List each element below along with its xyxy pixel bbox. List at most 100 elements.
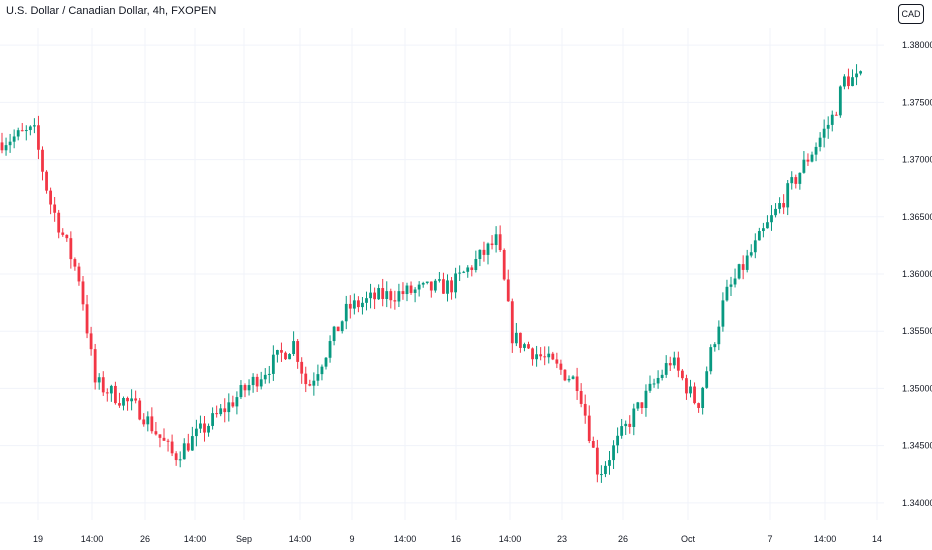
price-tick-label: 1.36500 [902, 212, 932, 222]
candle-up [802, 159, 806, 173]
time-tick-label: 14 [872, 534, 882, 544]
price-axis[interactable]: 1.34000 1.34500 1.35000 1.35500 1.36000 1.365… [902, 40, 932, 508]
candle-up [466, 267, 470, 272]
candle-up [478, 249, 482, 259]
candle-up [312, 380, 316, 386]
candle-up [689, 386, 692, 394]
candle-up [195, 428, 198, 437]
candle-up [826, 124, 830, 129]
candle-up [24, 130, 28, 132]
candle-down [482, 249, 486, 255]
candle-down [49, 190, 52, 205]
candle-down [174, 453, 178, 461]
candle-down [510, 301, 514, 344]
candle-down [162, 437, 166, 441]
currency-button[interactable]: CAD [898, 4, 924, 24]
candle-up [365, 298, 368, 303]
candle-up [263, 374, 267, 380]
candle-up [251, 376, 255, 386]
candle-up [757, 231, 761, 241]
time-tick-label: 19 [33, 534, 43, 544]
candle-up [855, 73, 858, 78]
candle-up [567, 378, 571, 381]
candle-up [644, 390, 648, 409]
candle-down [41, 149, 44, 172]
candle-up [729, 284, 733, 287]
candle-up [182, 443, 186, 460]
candle-down [697, 403, 700, 408]
candle-down [0, 142, 4, 151]
candle-up [547, 353, 551, 358]
candle-up [271, 354, 275, 374]
candle-down [85, 304, 89, 334]
candle-up [454, 273, 457, 293]
candle-down [186, 443, 190, 451]
candle-down [223, 408, 227, 413]
candle-down [73, 259, 77, 267]
candle-down [280, 350, 283, 353]
candle-down [450, 280, 453, 293]
grid-lines [0, 28, 884, 520]
candle-down [357, 300, 360, 308]
candle-up [178, 459, 182, 461]
candle-down [470, 267, 474, 271]
candle-down [348, 303, 352, 309]
candle-up [600, 474, 603, 476]
candle-down [243, 385, 247, 391]
candle-up [122, 397, 125, 406]
candle-down [389, 291, 393, 301]
candle-down [527, 344, 530, 349]
candle-down [304, 373, 308, 385]
candle-up [766, 222, 769, 229]
candle-down [442, 279, 445, 294]
candle-down [231, 402, 235, 407]
candle-up [377, 288, 381, 300]
candle-up [433, 280, 437, 291]
candle-down [794, 177, 798, 184]
candle-up [397, 291, 401, 302]
candle-up [843, 76, 846, 87]
candle-up [620, 426, 624, 436]
candle-up [717, 326, 721, 345]
candle-up [672, 357, 676, 366]
candle-down [782, 203, 786, 208]
candle-down [81, 281, 85, 305]
candle-up [288, 354, 291, 360]
candle-up [462, 271, 466, 273]
candle-down [409, 285, 413, 293]
candle-up [608, 460, 611, 466]
candle-up [332, 326, 336, 342]
candle-up [130, 398, 133, 402]
candle-down [806, 159, 810, 162]
time-tick-label: 14:00 [814, 534, 837, 544]
time-tick-label: 7 [767, 534, 772, 544]
candle-up [207, 425, 210, 433]
price-tick-label: 1.37000 [902, 155, 932, 165]
candle-up [745, 255, 749, 270]
candle-up [737, 264, 741, 279]
candle-down [741, 264, 745, 270]
candle-down [138, 400, 142, 420]
candle-up [790, 177, 794, 184]
candle-down [166, 440, 170, 442]
time-axis[interactable]: 19 14:00 26 14:00 Sep 14:00 9 14:00 16 14:00 23 26 O… [33, 534, 882, 544]
candle-up [753, 240, 757, 253]
candle-up [616, 435, 619, 446]
candle-up [652, 383, 656, 385]
candle-down [20, 130, 24, 132]
candle-down [381, 288, 385, 299]
candle-up [109, 385, 113, 394]
candle-down [296, 341, 300, 362]
candle-down [215, 413, 219, 415]
price-tick-label: 1.36000 [902, 269, 932, 279]
time-tick-label: Sep [236, 534, 252, 544]
candle-up [535, 354, 538, 360]
candle-down [89, 333, 93, 350]
candle-up [352, 300, 356, 309]
candle-up [705, 371, 709, 388]
candle-down [69, 238, 73, 260]
candle-up [810, 154, 814, 162]
candle-up [316, 374, 320, 381]
price-tick-label: 1.37500 [902, 97, 932, 107]
